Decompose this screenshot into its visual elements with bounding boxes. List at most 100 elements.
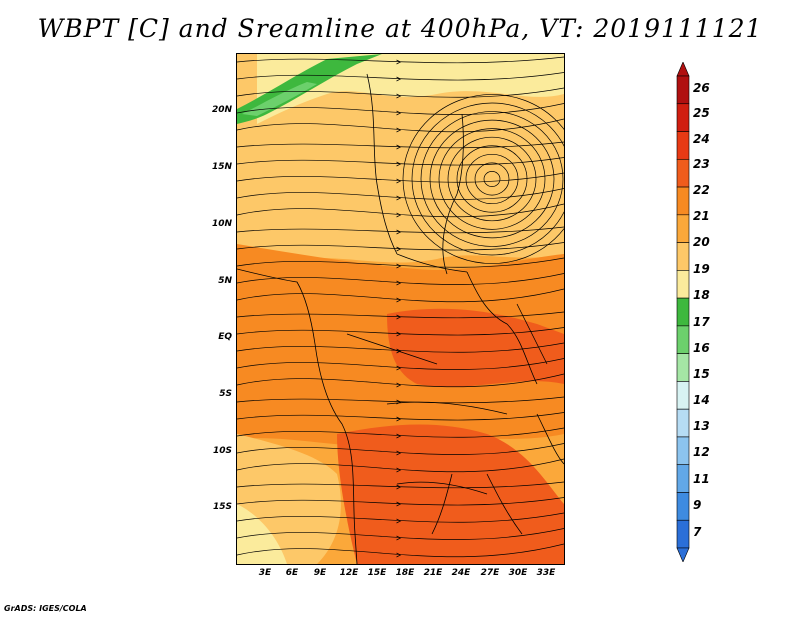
lon-tick-label: 15E <box>367 568 387 578</box>
lon-tick-label: 33E <box>536 568 556 578</box>
colorbar-label: 13 <box>693 419 710 433</box>
streamline-arrow <box>396 127 402 133</box>
streamline-arrow <box>396 76 402 82</box>
streamline <box>237 72 564 81</box>
streamline-arrow <box>396 93 402 99</box>
streamline-arrow <box>396 229 402 235</box>
streamline-arrow <box>396 331 402 337</box>
colorbar-swatch <box>676 131 690 160</box>
colorbar-label: 9 <box>693 498 702 512</box>
lat-tick-label: 5N <box>218 276 232 286</box>
shade-level-23-south <box>337 424 564 564</box>
colorbar-swatch <box>676 492 690 521</box>
streamline <box>237 172 564 183</box>
colorbar-label: 15 <box>693 367 710 381</box>
colorbar-top-arrow <box>676 62 690 77</box>
lat-tick-label: 10S <box>212 446 232 456</box>
map-plot <box>236 53 565 565</box>
colorbar-label: 20 <box>693 235 710 249</box>
streamline-arrow <box>396 348 402 354</box>
streamline <box>237 203 564 218</box>
colorbar-swatch <box>676 408 690 438</box>
streamline-arrow <box>396 280 402 286</box>
colorbar-swatch <box>676 214 690 243</box>
swirl-streamline <box>474 162 510 196</box>
streamline-arrow <box>396 161 402 167</box>
streamline <box>237 273 564 285</box>
streamlines <box>237 56 564 558</box>
colorbar-label: 16 <box>693 341 710 355</box>
lon-tick-label: 21E <box>423 568 443 578</box>
colorbar-label: 24 <box>693 132 710 146</box>
streamline-arrow <box>396 263 402 269</box>
colorbar-swatch <box>676 186 690 216</box>
colorbar-label: 23 <box>693 157 710 171</box>
streamline <box>237 497 564 506</box>
streamline <box>237 87 564 98</box>
streamline <box>237 396 564 404</box>
lon-tick-label: 6E <box>285 568 299 578</box>
streamline-arrow <box>396 501 402 507</box>
streamline <box>237 358 564 370</box>
swirl-streamline <box>402 94 564 264</box>
streamline <box>237 373 564 388</box>
streamline-arrow <box>396 195 402 201</box>
streamline-arrow <box>396 212 402 218</box>
lon-tick-label: 24E <box>451 568 471 578</box>
streamline <box>237 157 564 166</box>
colorbar-label: 7 <box>693 525 702 539</box>
colorbar-swatch <box>676 353 690 382</box>
colorbar-swatch <box>676 75 690 105</box>
colorbar-swatch <box>676 158 690 188</box>
streamline <box>237 342 564 353</box>
colorbar-label: 17 <box>693 315 710 329</box>
lat-tick-label: EQ <box>218 332 232 342</box>
colorbar-label: 22 <box>693 183 710 197</box>
streamline <box>237 458 564 473</box>
streamline-arrow <box>396 382 402 388</box>
streamline <box>237 226 564 234</box>
streamline <box>237 56 564 64</box>
swirl-streamline <box>420 111 564 247</box>
streamline-arrow <box>396 110 402 116</box>
lat-tick-label: 5S <box>219 389 232 399</box>
streamline-arrow <box>396 178 402 184</box>
streamline <box>237 327 564 336</box>
colorbar-swatch <box>676 464 690 493</box>
shade-level-20-north <box>237 54 564 263</box>
streamline <box>237 412 564 421</box>
streamline-arrow <box>396 552 402 558</box>
lat-tick-label: 15S <box>212 502 232 512</box>
page-title: WBPT [C] and Sreamline at 400hPa, VT: 20… <box>37 14 763 43</box>
lat-tick-label: 15N <box>211 162 232 172</box>
streamline <box>237 528 564 540</box>
shade-level-17-nw <box>242 82 317 116</box>
streamline <box>237 242 564 251</box>
streamline <box>237 288 564 303</box>
lon-tick-label: 9E <box>313 568 327 578</box>
streamline <box>237 481 564 489</box>
streamline-arrow <box>396 365 402 371</box>
colorbar-label: 25 <box>693 106 710 120</box>
colorbar-label: 12 <box>693 445 710 459</box>
colorbar-label: 18 <box>693 288 710 302</box>
swirl-streamline <box>456 145 528 213</box>
streamline <box>237 257 564 268</box>
streamline-arrow <box>396 450 402 456</box>
swirl-streamline <box>429 119 555 239</box>
streamline <box>237 443 564 455</box>
streamline-arrow <box>396 535 402 541</box>
colorbar-swatch <box>676 436 690 466</box>
colorbar-swatch <box>676 325 690 354</box>
streamline <box>237 512 564 523</box>
colorbar-swatch <box>676 242 690 271</box>
streamline <box>237 118 564 133</box>
colorbar-label: 26 <box>693 81 710 95</box>
lon-tick-label: 3E <box>258 568 272 578</box>
colorbar-swatch <box>676 270 690 299</box>
streamline <box>237 427 564 438</box>
streamline-arrow <box>396 144 402 150</box>
wbpt-field <box>237 54 564 564</box>
streamline <box>237 103 564 115</box>
colorbar-swatch <box>676 103 690 132</box>
